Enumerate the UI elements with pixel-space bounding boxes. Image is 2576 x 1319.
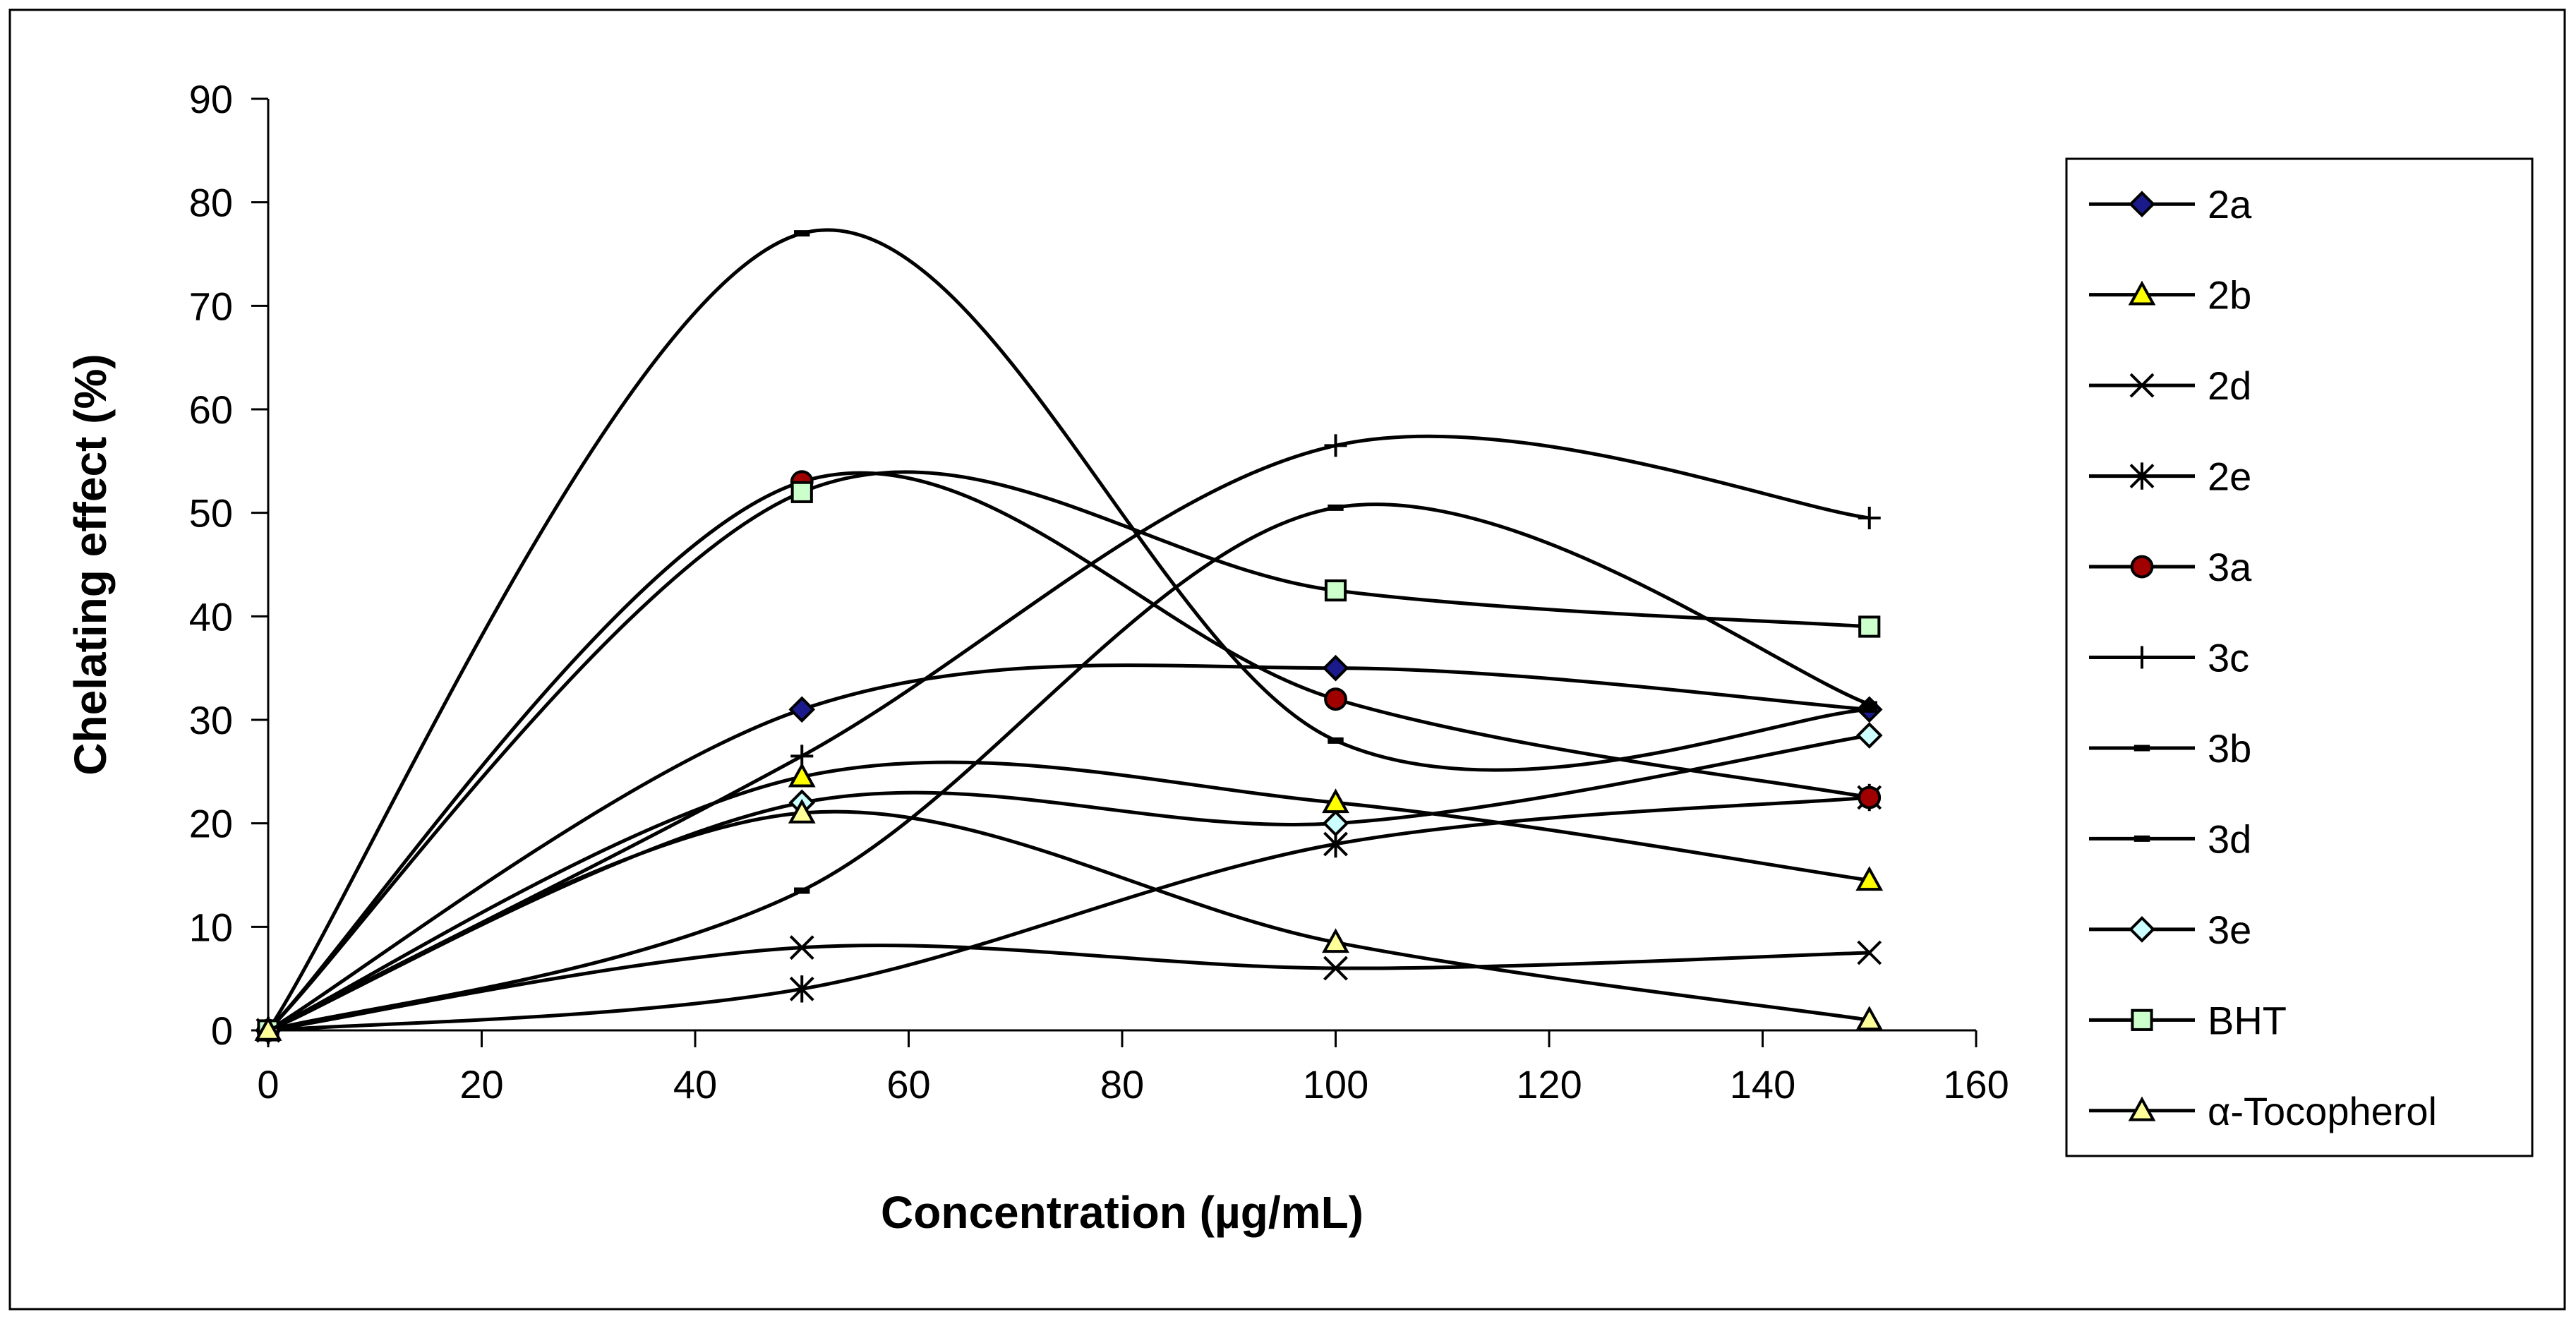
x-tick-label: 40 [673, 1062, 717, 1107]
legend-marker [2129, 462, 2155, 490]
data-point-tocopherol-0 [254, 1016, 282, 1041]
legend-item-bht: BHT [2089, 998, 2287, 1042]
legend-marker [2131, 1008, 2153, 1031]
y-tick-label: 30 [189, 698, 233, 742]
legend-label: 3a [2208, 545, 2252, 589]
data-point-3e-2 [1322, 809, 1349, 837]
x-tick-label: 80 [1100, 1062, 1144, 1107]
x-tick-label: 140 [1730, 1062, 1795, 1107]
legend-label: 2d [2208, 363, 2251, 408]
legend-marker [2130, 555, 2154, 579]
legend-label: 2a [2208, 182, 2252, 227]
legend-item-3b: 3b [2089, 726, 2251, 771]
legend-label: 3e [2208, 908, 2251, 952]
data-point-bht-3 [1858, 615, 1881, 638]
data-point-3c-3 [1858, 507, 1881, 529]
data-point-2a-2 [1322, 654, 1349, 682]
legend-marker [2128, 1096, 2156, 1121]
legend-item-3d: 3d [2089, 817, 2251, 861]
data-point-3c-2 [1324, 434, 1347, 457]
legend-label: α-Tocopherol [2208, 1089, 2437, 1133]
y-tick-label: 0 [211, 1008, 233, 1053]
y-tick-label: 50 [189, 491, 233, 536]
series-line-2e [266, 795, 1872, 1032]
data-point-2b-3 [1855, 866, 1884, 891]
data-point-tocopherol-3 [1855, 1006, 1884, 1031]
x-tick-label: 20 [459, 1062, 503, 1107]
legend-marker [2131, 646, 2153, 669]
legend-label: BHT [2208, 998, 2287, 1042]
legend-marker [2129, 916, 2155, 943]
x-tick-label: 120 [1516, 1062, 1582, 1107]
legend-item-2a: 2a [2089, 182, 2252, 227]
legend-label: 2b [2208, 273, 2251, 318]
data-point-2d-1 [789, 935, 814, 960]
legend-item-2d: 2d [2089, 363, 2251, 408]
data-point-3e-3 [1855, 722, 1883, 749]
x-tick-label: 100 [1303, 1062, 1368, 1107]
y-tick-label: 70 [189, 284, 233, 328]
y-tick-label: 20 [189, 802, 233, 846]
data-point-bht-2 [1324, 579, 1347, 602]
y-tick-label: 40 [189, 594, 233, 639]
x-axis-title: Concentration (µg/mL) [881, 1187, 1364, 1238]
series-line-3b [266, 228, 1872, 1032]
series-line-3d [266, 502, 1872, 1032]
y-tick-label: 90 [189, 77, 233, 121]
axes: 0 10 20 30 40 50 60 70 80 90 0 20 40 60 80 100 120 140 160… [65, 77, 2009, 1238]
series-line-2d [266, 944, 1872, 1032]
legend-marker [2128, 280, 2156, 306]
data-point-3a-2 [1324, 687, 1347, 711]
legend-item-3c: 3c [2089, 636, 2249, 680]
series-layer [254, 228, 1884, 1044]
data-point-2b-1 [788, 762, 816, 788]
y-tick-label: 60 [189, 387, 233, 432]
y-tick-label: 10 [189, 905, 233, 949]
series-line-2a [266, 663, 1872, 1032]
series-tocopherol [254, 798, 1884, 1041]
legend-label: 3b [2208, 726, 2251, 771]
data-point-tocopherol-2 [1322, 928, 1349, 953]
legend-marker [2129, 373, 2155, 398]
legend-item-2e: 2e [2089, 454, 2251, 499]
legend-item-tocopherol: α-Tocopherol [2089, 1089, 2437, 1133]
x-tick-label: 160 [1943, 1062, 2009, 1107]
legend-item-3e: 3e [2089, 908, 2251, 952]
x-tick-label: 60 [886, 1062, 930, 1107]
data-point-2d-2 [1323, 956, 1348, 981]
legend-label: 2e [2208, 454, 2251, 499]
data-point-3a-3 [1858, 785, 1882, 809]
data-point-bht-1 [790, 481, 813, 503]
legend: 2a 2b 2d 2e 3a 3c 3b 3d 3e BHT α-Tocopherol [2065, 157, 2534, 1157]
series-line-2b [266, 760, 1872, 1032]
x-tick-label: 0 [257, 1062, 279, 1107]
data-point-2a-1 [788, 696, 816, 723]
data-point-2d-3 [1857, 940, 1882, 965]
legend-item-3a: 3a [2089, 545, 2252, 589]
legend-label: 3c [2208, 636, 2249, 680]
data-point-3c-1 [790, 745, 814, 768]
legend-marker [2129, 191, 2155, 218]
legend-item-2b: 2b [2089, 273, 2251, 318]
series-line-bht [266, 470, 1872, 1032]
y-tick-label: 80 [189, 181, 233, 225]
series-line-tocopherol [266, 809, 1872, 1032]
series-line-3a [266, 471, 1872, 1032]
y-axis-title: Chelating effect (%) [65, 354, 116, 775]
legend-label: 3d [2208, 817, 2251, 861]
data-point-2e-1 [789, 975, 814, 1003]
data-point-tocopherol-1 [788, 798, 816, 824]
